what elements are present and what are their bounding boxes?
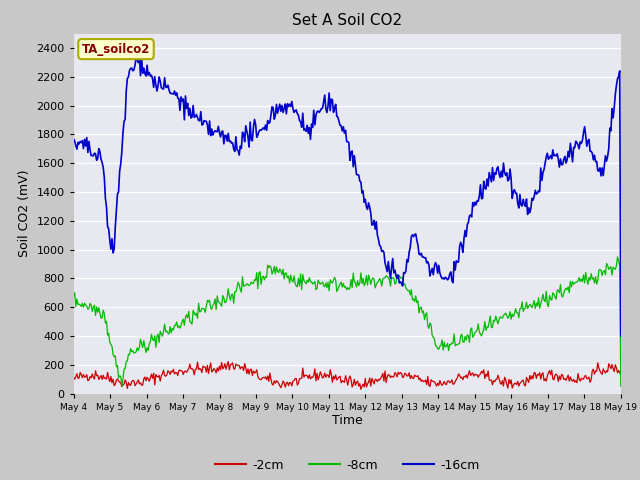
-2cm <box>606 363 614 369</box>
-8cm <box>331 275 339 280</box>
-8cm <box>614 254 621 260</box>
-2cm <box>225 359 232 364</box>
-16cm <box>334 114 342 120</box>
Y-axis label: Soil CO2 (mV): Soil CO2 (mV) <box>18 170 31 257</box>
-16cm <box>136 53 143 59</box>
-16cm <box>397 279 404 285</box>
-2cm <box>368 375 376 381</box>
-16cm <box>331 105 339 111</box>
-8cm <box>118 384 125 389</box>
-8cm <box>605 266 612 272</box>
-2cm <box>70 375 77 381</box>
-8cm <box>70 293 77 299</box>
-8cm <box>397 275 404 281</box>
-2cm <box>617 372 625 377</box>
-2cm <box>397 371 405 376</box>
Text: TA_soilco2: TA_soilco2 <box>82 43 150 56</box>
-2cm <box>331 376 339 382</box>
-16cm <box>605 146 612 152</box>
-8cm <box>334 287 342 292</box>
Line: -2cm: -2cm <box>74 361 621 389</box>
-8cm <box>367 282 374 288</box>
-2cm <box>334 375 342 381</box>
-16cm <box>70 136 77 142</box>
Legend: -2cm, -8cm, -16cm: -2cm, -8cm, -16cm <box>210 454 484 477</box>
X-axis label: Time: Time <box>332 414 363 427</box>
-16cm <box>367 210 374 216</box>
-8cm <box>520 309 527 314</box>
Line: -16cm: -16cm <box>74 56 621 336</box>
-16cm <box>520 196 527 202</box>
Title: Set A Soil CO2: Set A Soil CO2 <box>292 13 403 28</box>
-16cm <box>617 333 625 339</box>
-2cm <box>357 386 365 392</box>
-2cm <box>520 382 528 388</box>
Line: -8cm: -8cm <box>74 257 621 386</box>
-8cm <box>617 384 625 389</box>
